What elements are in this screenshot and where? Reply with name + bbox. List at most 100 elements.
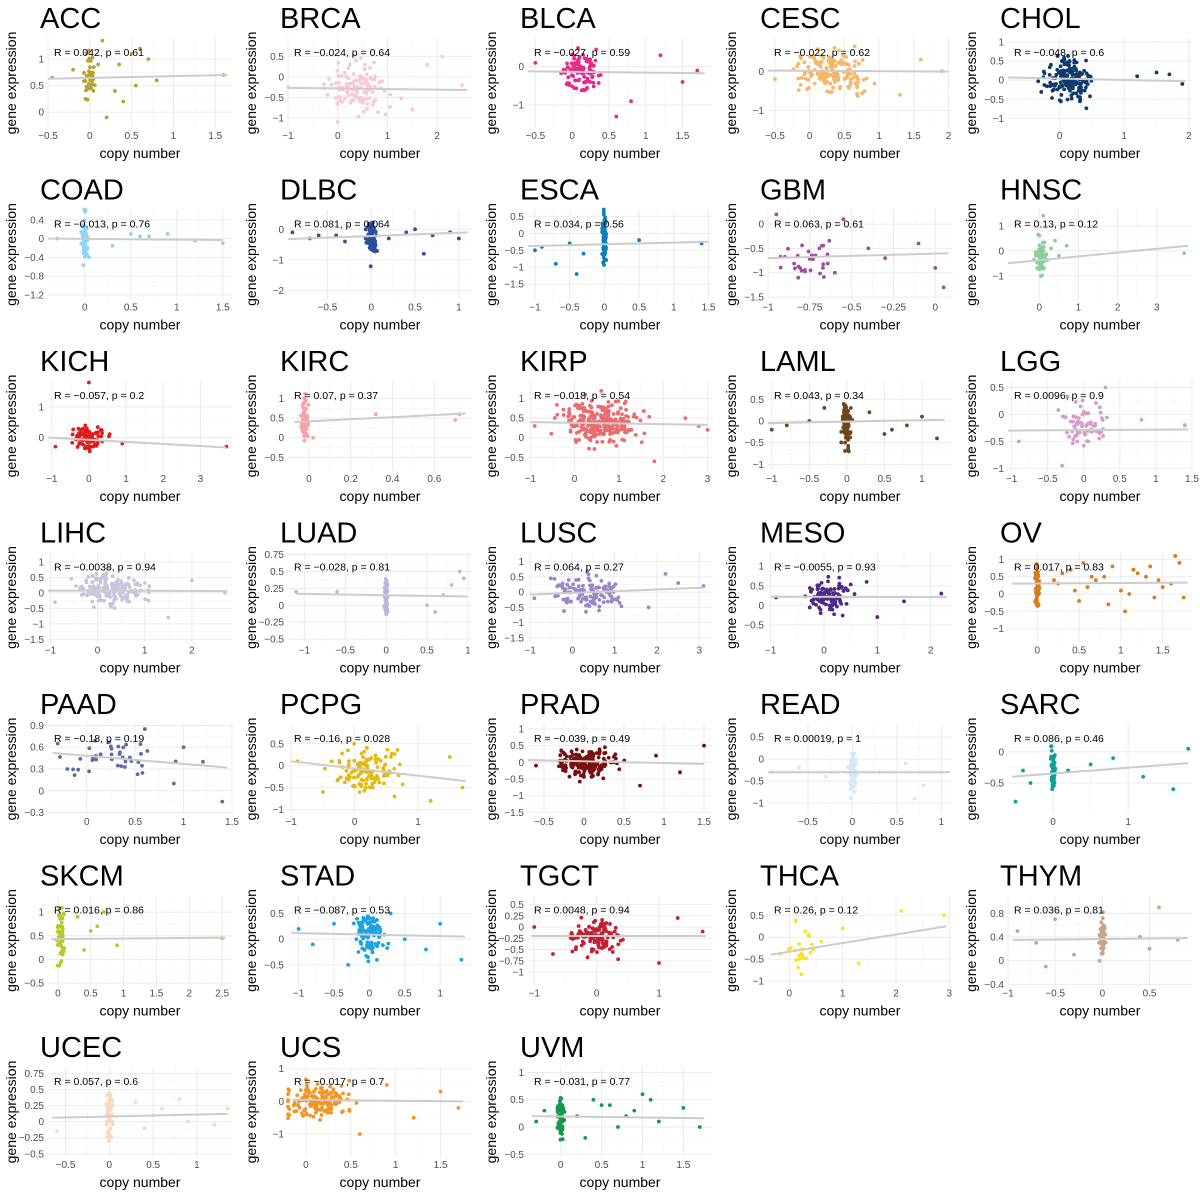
data-point xyxy=(592,928,597,933)
data-point xyxy=(549,431,554,436)
x-axis-label: copy number xyxy=(100,145,181,161)
data-point xyxy=(384,580,389,585)
data-point xyxy=(825,252,830,257)
data-point xyxy=(831,85,836,90)
data-point xyxy=(122,765,127,769)
regression-line xyxy=(47,436,227,449)
data-point xyxy=(335,119,340,124)
data-point xyxy=(1154,70,1159,75)
data-point xyxy=(606,755,611,760)
data-point xyxy=(595,585,600,590)
data-point xyxy=(1101,434,1105,438)
data-point xyxy=(370,785,375,790)
data-point xyxy=(383,763,387,767)
data-point xyxy=(1066,54,1071,58)
data-point xyxy=(1135,74,1140,79)
data-point xyxy=(614,443,619,448)
data-point xyxy=(606,410,611,415)
data-point xyxy=(607,424,612,428)
data-point xyxy=(365,101,370,106)
data-point xyxy=(800,243,804,248)
y-tick-label: 0.25 xyxy=(505,911,525,922)
data-point xyxy=(578,418,583,422)
panel-title: OV xyxy=(1000,518,1043,550)
data-point xyxy=(793,958,798,962)
data-point xyxy=(351,921,356,926)
y-tick-label: 0.9 xyxy=(30,721,44,732)
x-tick-label: 0 xyxy=(844,474,850,485)
data-point xyxy=(612,419,617,424)
y-tick-label: 0.75 xyxy=(265,550,285,561)
data-point xyxy=(809,942,814,947)
data-point xyxy=(329,1090,334,1095)
data-point xyxy=(663,571,668,576)
data-point xyxy=(95,924,100,929)
data-point xyxy=(602,413,607,417)
data-point xyxy=(1062,87,1067,92)
data-point xyxy=(58,755,62,759)
data-point xyxy=(355,916,359,921)
data-point xyxy=(347,1107,352,1112)
data-point xyxy=(609,403,614,408)
data-point xyxy=(376,940,381,945)
data-point xyxy=(97,592,101,597)
panel-title: LUSC xyxy=(520,518,597,550)
data-point xyxy=(301,1113,306,1118)
data-point xyxy=(369,930,373,935)
data-point xyxy=(294,589,299,594)
data-point xyxy=(560,1110,564,1114)
y-axis-label: gene expression xyxy=(3,1061,19,1164)
data-point xyxy=(385,588,390,593)
x-tick-label: 1 xyxy=(385,131,391,142)
x-tick-label: 0 xyxy=(367,989,373,1000)
x-axis-label: copy number xyxy=(340,1174,421,1190)
x-tick-label: 1 xyxy=(671,303,677,314)
data-point xyxy=(941,285,946,290)
data-point xyxy=(591,80,596,85)
panel-title: SKCM xyxy=(40,861,124,893)
data-point xyxy=(370,90,375,95)
data-point xyxy=(83,252,87,256)
data-point xyxy=(92,83,97,88)
correlation-annotation: R = −0.16, p = 0.028 xyxy=(294,733,390,745)
y-tick-label: 0.5 xyxy=(270,567,284,578)
y-axis-label: gene expression xyxy=(3,889,19,992)
y-tick-label: −0.5 xyxy=(504,945,524,956)
data-point xyxy=(833,270,837,275)
data-point xyxy=(841,217,846,222)
data-point xyxy=(586,576,591,581)
data-point xyxy=(337,98,341,103)
data-point xyxy=(1036,260,1041,265)
x-tick-label: 1 xyxy=(142,646,148,657)
data-point xyxy=(1073,588,1077,593)
data-point xyxy=(1075,439,1080,444)
data-point xyxy=(107,1100,112,1105)
x-axis-label: copy number xyxy=(580,660,661,676)
correlation-annotation: R = −0.18, p = 0.19 xyxy=(54,733,144,745)
x-tick-label: 2 xyxy=(660,474,666,485)
data-point xyxy=(601,776,606,781)
data-point xyxy=(1086,439,1091,444)
x-tick-label: 2 xyxy=(189,646,195,657)
data-point xyxy=(532,596,537,601)
y-axis-label: gene expression xyxy=(3,32,19,135)
data-point xyxy=(584,930,589,935)
data-point xyxy=(292,1109,297,1114)
x-tick-label: −0.5 xyxy=(799,474,819,485)
data-point xyxy=(456,1106,461,1110)
data-point xyxy=(94,586,99,590)
data-point xyxy=(1057,98,1062,103)
data-point xyxy=(304,1111,309,1116)
data-point xyxy=(81,442,86,447)
y-tick-label: −0.8 xyxy=(24,272,44,283)
data-point xyxy=(816,586,820,591)
x-tick-label: 0 xyxy=(570,646,576,657)
data-point xyxy=(317,1090,322,1095)
data-point xyxy=(135,772,140,777)
panel-title: GBM xyxy=(760,175,826,207)
regression-line xyxy=(294,412,466,424)
data-point xyxy=(812,81,817,86)
data-point xyxy=(388,104,392,109)
data-point xyxy=(107,740,111,745)
data-point xyxy=(533,60,538,65)
